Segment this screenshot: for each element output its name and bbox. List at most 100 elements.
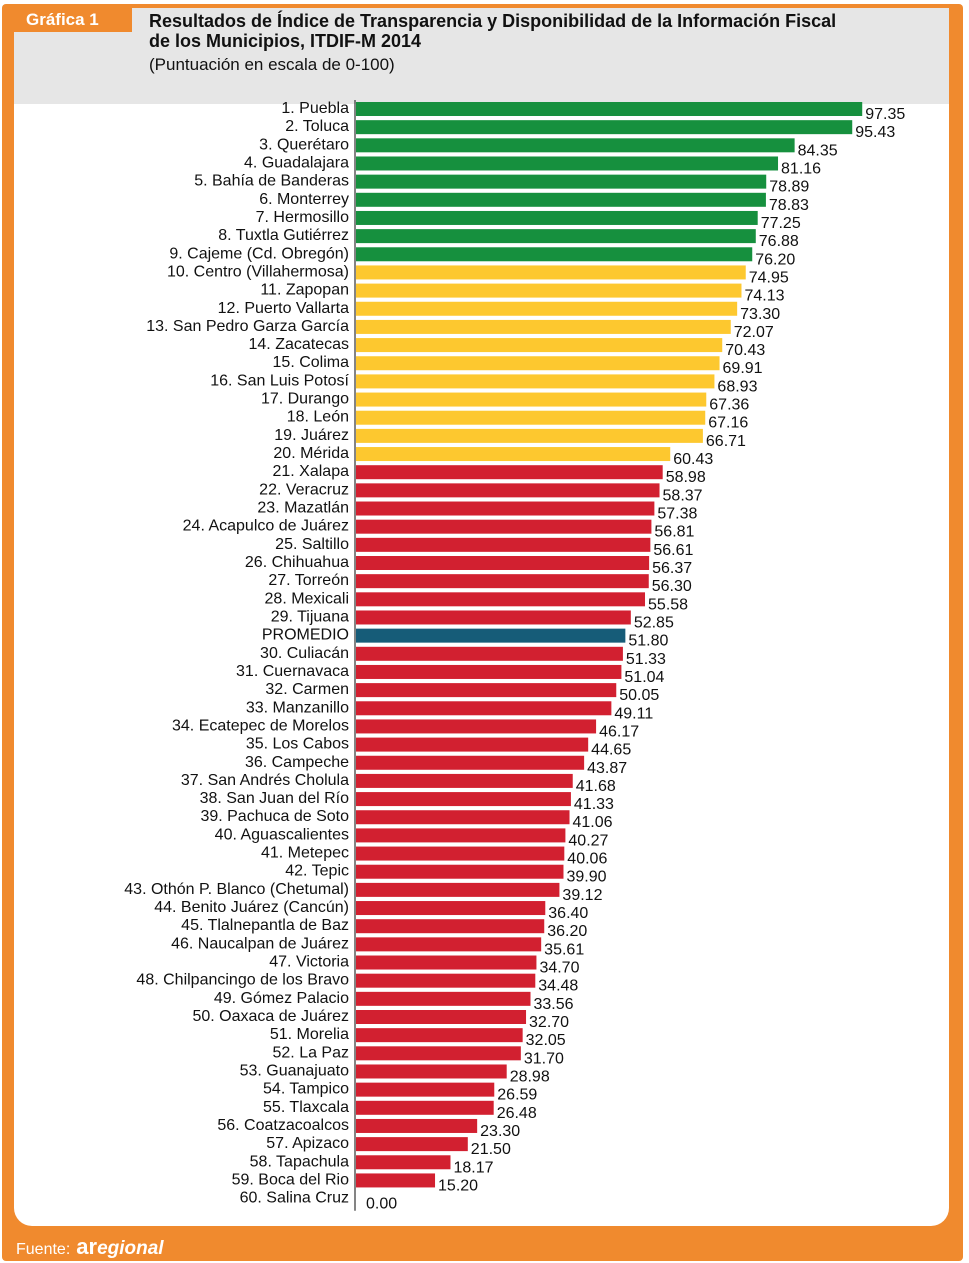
value-label: 56.81 (654, 524, 694, 541)
source-label: Fuente: (16, 1241, 71, 1258)
value-label: 67.36 (709, 397, 749, 414)
value-label: 0.00 (366, 1196, 397, 1213)
category-label: 42. Tepic (285, 863, 349, 880)
category-label: 54. Tampico (263, 1081, 349, 1098)
bar (356, 628, 626, 643)
bar (356, 447, 671, 462)
bar (356, 428, 703, 443)
category-label: 31. Cuernavaca (236, 663, 349, 680)
category-label: 39. Pachuca de Soto (200, 808, 349, 825)
value-label: 40.27 (568, 832, 608, 849)
category-label: 8. Tuxtla Gutiérrez (218, 227, 349, 244)
category-label: 27. Torreón (268, 572, 349, 589)
value-label: 69.91 (723, 360, 763, 377)
bar (356, 138, 795, 153)
value-label: 46.17 (599, 723, 639, 740)
source-brand-prefix: ar (76, 1234, 98, 1259)
category-label: 16. San Luis Potosí (210, 372, 349, 389)
category-label: 46. Naucalpan de Juárez (171, 935, 349, 952)
source-footer: Fuente: aregional (16, 1236, 164, 1260)
bar (356, 592, 646, 607)
bar (356, 519, 652, 534)
source-brand-suffix: egional (97, 1238, 164, 1259)
bar (356, 901, 546, 916)
header-band (14, 8, 949, 104)
value-label: 74.13 (744, 288, 784, 305)
category-label: 28. Mexicali (265, 590, 349, 607)
bar (356, 664, 622, 679)
value-label: 77.25 (761, 215, 801, 232)
bar (356, 1082, 495, 1097)
bar (356, 1173, 436, 1188)
value-label: 41.33 (574, 796, 614, 813)
value-label: 26.59 (497, 1087, 537, 1104)
bar (356, 828, 566, 843)
bar (356, 719, 597, 734)
value-label: 28.98 (510, 1068, 550, 1085)
value-label: 51.33 (626, 651, 666, 668)
bar (356, 610, 631, 625)
category-label: 40. Aguascalientes (215, 826, 349, 843)
bar (356, 283, 742, 298)
category-label: 51. Morelia (270, 1026, 349, 1043)
value-label: 44.65 (591, 742, 631, 759)
category-label: 26. Chihuahua (245, 554, 349, 571)
category-label: 58. Tapachula (250, 1153, 349, 1170)
category-label: 25. Saltillo (275, 536, 349, 553)
category-label: 24. Acapulco de Juárez (183, 518, 349, 535)
value-label: 39.90 (566, 869, 606, 886)
bar (356, 846, 565, 861)
category-label: 18. León (287, 409, 349, 426)
bar (356, 792, 571, 807)
value-label: 76.88 (759, 233, 799, 250)
value-label: 51.04 (624, 669, 664, 686)
bar (356, 955, 537, 970)
chart-badge: Gráfica 1 (14, 8, 132, 32)
category-label: 2. Toluca (285, 118, 349, 135)
value-label: 67.16 (708, 415, 748, 432)
category-label: 36. Campeche (245, 754, 349, 771)
source-brand: aregional (76, 1236, 164, 1260)
bar (356, 229, 756, 244)
value-label: 36.20 (547, 923, 587, 940)
chart-title: Resultados de Índice de Transparencia y … (149, 11, 939, 51)
value-label: 52.85 (634, 614, 674, 631)
bar (356, 156, 779, 171)
value-label: 41.06 (573, 814, 613, 831)
category-label: 53. Guanajuato (240, 1062, 350, 1079)
bar (356, 1155, 451, 1170)
bar (356, 537, 651, 552)
category-label: PROMEDIO (262, 627, 349, 644)
value-label: 40.06 (567, 851, 607, 868)
bar (356, 410, 706, 425)
category-label: 22. Veracruz (259, 481, 349, 498)
bar (356, 882, 560, 897)
bar (356, 701, 612, 716)
bar (356, 810, 570, 825)
value-label: 70.43 (725, 342, 765, 359)
value-label: 50.05 (619, 687, 659, 704)
value-label: 58.37 (663, 487, 703, 504)
category-label: 35. Los Cabos (246, 736, 349, 753)
category-label: 32. Carmen (265, 681, 349, 698)
category-label: 4. Guadalajara (244, 154, 349, 171)
category-label: 15. Colima (273, 354, 350, 371)
category-label: 29. Tijuana (271, 608, 349, 625)
category-label: 23. Mazatlán (257, 500, 349, 517)
chart-title-line2: de los Municipios, ITDIF-M 2014 (149, 31, 422, 51)
value-label: 31.70 (524, 1050, 564, 1067)
value-label: 23.30 (480, 1123, 520, 1140)
bar (356, 174, 767, 189)
value-label: 32.05 (526, 1032, 566, 1049)
value-label: 72.07 (734, 324, 774, 341)
value-label: 55.58 (648, 596, 688, 613)
value-label: 78.83 (769, 197, 809, 214)
value-label: 97.35 (865, 106, 905, 123)
bar (356, 301, 738, 316)
bar (356, 864, 564, 879)
value-label: 81.16 (781, 160, 821, 177)
category-label: 60. Salina Cruz (240, 1190, 349, 1207)
bar (356, 1100, 494, 1115)
value-label: 60.43 (673, 451, 713, 468)
